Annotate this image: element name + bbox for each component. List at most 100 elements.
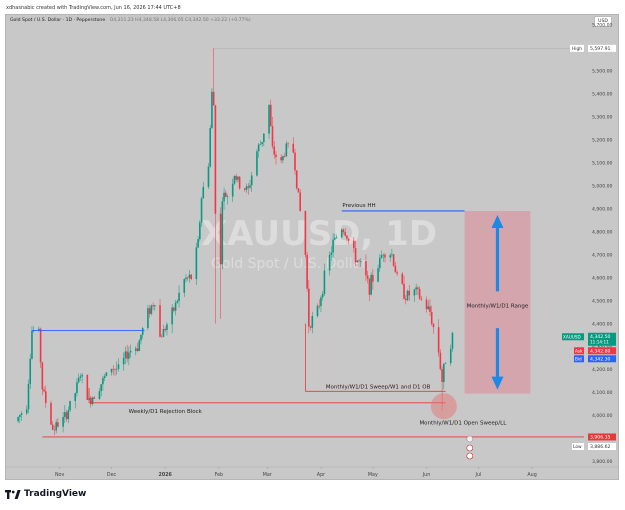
candle-body xyxy=(259,143,262,145)
candle-body xyxy=(214,105,217,214)
symbol-tag: XAUUSD xyxy=(563,334,581,339)
time-tick-label: 2026 xyxy=(159,472,173,478)
candle-body xyxy=(117,364,120,369)
us-flag-icon xyxy=(466,444,474,452)
candle-body xyxy=(370,274,372,295)
price-tick-label: 5,000.00 xyxy=(592,183,613,189)
candle-body xyxy=(404,298,407,301)
candle-body xyxy=(173,307,175,311)
candle-body xyxy=(403,283,405,299)
price-chart[interactable]: XAUUSD, 1D Gold Spot / U.S. Dollar Month… xyxy=(6,15,618,479)
candle-body xyxy=(263,133,265,143)
low-value-tag: 3,886.62 xyxy=(590,444,611,450)
bid-value-tag: 4,342.30 xyxy=(590,356,611,362)
candle-body xyxy=(74,393,77,401)
candle-body xyxy=(368,278,371,295)
candle-body xyxy=(427,306,430,310)
time-tick-label: Dec xyxy=(107,472,117,478)
candle-body xyxy=(318,305,321,307)
candle-body xyxy=(441,369,443,383)
candle-body xyxy=(186,277,189,279)
ask-value-tag: 4,342.80 xyxy=(590,348,611,354)
candle-body xyxy=(451,332,454,349)
candle-body xyxy=(334,237,336,240)
candle-body xyxy=(359,261,362,262)
candle-body xyxy=(377,268,379,282)
candle-body xyxy=(136,348,139,351)
candle-body xyxy=(159,305,161,337)
candle-body xyxy=(235,175,237,180)
candle-body xyxy=(185,277,187,280)
candle-body xyxy=(285,143,288,157)
candle-body xyxy=(444,363,447,364)
candle-body xyxy=(39,328,42,363)
price-tick-label: 4,700.00 xyxy=(592,252,613,258)
candle-body xyxy=(69,400,71,411)
candle-body xyxy=(394,265,397,273)
candle-body xyxy=(365,261,367,276)
time-tick-label: May xyxy=(368,472,378,478)
chart-frame[interactable]: Gold Spot / U.S. Dollar · 1D · Peppersto… xyxy=(5,14,619,480)
currency-button[interactable]: USD xyxy=(594,16,612,27)
candle-body xyxy=(223,192,225,202)
candle-body xyxy=(256,151,258,176)
candle-body xyxy=(199,222,201,240)
candle-body xyxy=(103,376,106,379)
candle-body xyxy=(38,328,40,331)
price-tick-label: 4,600.00 xyxy=(592,275,613,281)
symbol-info: Gold Spot / U.S. Dollar · 1D · Peppersto… xyxy=(10,18,251,23)
candle-body xyxy=(268,104,270,134)
candle-body xyxy=(443,363,445,383)
candle-body xyxy=(164,328,167,331)
candle-body xyxy=(67,410,70,420)
candle-body xyxy=(316,305,319,317)
candle-body xyxy=(356,260,359,262)
candle-body xyxy=(308,288,310,327)
candle-body xyxy=(382,254,385,256)
candle-body xyxy=(226,196,229,198)
candle-body xyxy=(320,297,322,307)
candle-body xyxy=(188,274,191,278)
time-tick-label: Nov xyxy=(55,472,65,478)
up-arrow-icon xyxy=(491,214,504,228)
candle-body xyxy=(439,352,442,370)
candle-body xyxy=(219,213,222,265)
price-tick-label: 4,300.00 xyxy=(592,344,613,350)
candle-body xyxy=(17,417,19,422)
down-arrow-icon xyxy=(491,376,504,390)
price-tick-label: 5,100.00 xyxy=(592,160,613,166)
candle-body xyxy=(328,254,331,271)
candle-body xyxy=(261,142,263,144)
candle-body xyxy=(429,306,431,312)
candle-body xyxy=(249,185,251,188)
candle-body xyxy=(53,429,56,431)
candle-body xyxy=(129,350,132,353)
candle-body xyxy=(51,424,54,430)
candle-body xyxy=(150,305,153,314)
watermark-ticker: XAUUSD, 1D xyxy=(201,214,437,254)
time-tick-label: Aug xyxy=(527,472,536,478)
candle-body xyxy=(138,340,141,351)
price-tick-label: 5,500.00 xyxy=(592,69,613,75)
candle-body xyxy=(294,152,296,171)
candle-body xyxy=(190,274,192,280)
candle-body xyxy=(342,229,345,233)
low-line-tag-bg xyxy=(588,433,616,441)
last-price: 4,342.50 xyxy=(590,334,611,340)
candle-body xyxy=(112,368,115,370)
countdown: 11:14:11 xyxy=(590,340,609,345)
candle-body xyxy=(233,175,236,184)
candle-body xyxy=(311,316,314,328)
price-tick-label: 5,300.00 xyxy=(592,114,613,120)
candle-body xyxy=(152,305,154,307)
candle-body xyxy=(224,192,227,197)
candle-body xyxy=(406,290,409,301)
ask-label: Ask xyxy=(575,348,583,353)
candle-body xyxy=(408,290,411,296)
candle-body xyxy=(430,311,433,324)
price-tick-label: 5,200.00 xyxy=(592,137,613,143)
time-tick-label: Jun xyxy=(422,472,431,478)
candle-body xyxy=(309,326,312,328)
candle-body xyxy=(19,414,21,418)
candle-body xyxy=(275,154,277,158)
